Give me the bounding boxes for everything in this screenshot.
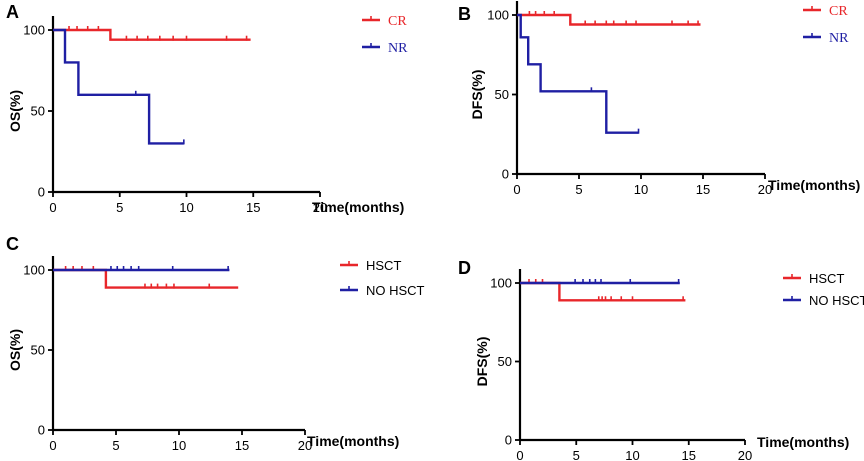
panel-b: B 0 50 100 0 5 10 15 20 DFS(%) Time(months) CR NR [458, 1, 860, 197]
y-axis-label: OS(%) [7, 329, 23, 371]
legend-label: HSCT [809, 271, 844, 286]
legend-entry: HSCT [340, 258, 401, 273]
x-tick-label: 5 [116, 200, 123, 215]
y-tick-label: 50 [498, 354, 512, 369]
legend-label: NR [388, 41, 408, 56]
legend-label: NR [829, 31, 849, 46]
survival-curve-nr [53, 28, 184, 145]
panel-label: C [6, 234, 19, 254]
x-tick-label: 5 [575, 182, 582, 197]
legend-entry: CR [362, 14, 407, 29]
x-tick-label: 0 [49, 200, 56, 215]
legend-entry: HSCT [783, 271, 844, 286]
x-tick-label: 0 [49, 438, 56, 453]
y-tick-label: 100 [487, 8, 509, 23]
y-tick-label: 100 [23, 263, 45, 278]
x-axis-label: Time(months) [307, 433, 399, 449]
panel-label: D [458, 258, 471, 278]
survival-curve-cr [53, 28, 251, 41]
y-tick-label: 0 [38, 423, 45, 438]
legend-entry: CR [803, 4, 848, 19]
legend-entry: NO HSCT [340, 283, 425, 298]
legend-label: NO HSCT [809, 293, 864, 308]
panel-label: A [6, 2, 19, 22]
y-tick-label: 0 [505, 433, 512, 448]
x-tick-label: 20 [298, 438, 312, 453]
legend-label: NO HSCT [366, 283, 425, 298]
y-tick-label: 100 [490, 276, 512, 291]
x-tick-label: 15 [696, 182, 710, 197]
x-tick-label: 10 [179, 200, 193, 215]
x-tick-label: 10 [625, 448, 639, 461]
y-tick-label: 0 [502, 167, 509, 182]
y-tick-label: 50 [31, 104, 45, 119]
y-tick-label: 0 [38, 185, 45, 200]
x-tick-label: 15 [682, 448, 696, 461]
y-axis-label: OS(%) [7, 90, 23, 132]
x-tick-label: 0 [513, 182, 520, 197]
x-tick-label: 20 [313, 200, 327, 215]
panel-d: D 0 50 100 0 5 10 15 20 DFS(%) Time(months) HSCT NO … [458, 258, 864, 461]
panel-label: B [458, 4, 471, 24]
y-axis-label: DFS(%) [474, 337, 490, 387]
x-axis-label: Time(months) [757, 434, 849, 450]
x-tick-label: 20 [758, 182, 772, 197]
x-tick-label: 5 [573, 448, 580, 461]
x-axis-label: Time(months) [312, 199, 404, 215]
x-tick-label: 15 [235, 438, 249, 453]
legend-entry: NR [362, 41, 408, 56]
y-axis-label: DFS(%) [469, 70, 485, 120]
y-tick-label: 50 [31, 343, 45, 358]
y-tick-label: 100 [23, 23, 45, 38]
x-tick-label: 0 [516, 448, 523, 461]
survival-curve-nr [517, 13, 639, 134]
legend-label: CR [829, 4, 848, 19]
x-axis-label: Time(months) [768, 177, 860, 193]
survival-curve-cr [517, 13, 701, 26]
panel-c: C 0 50 100 0 5 10 15 20 OS(%) Time(months) HSCT NO H… [6, 234, 425, 453]
panel-a: A 0 50 100 0 5 10 15 20 OS(%) Time(months) CR NR [6, 2, 408, 215]
x-tick-label: 10 [634, 182, 648, 197]
legend-label: HSCT [366, 258, 401, 273]
y-tick-label: 50 [495, 87, 509, 102]
x-tick-label: 5 [112, 438, 119, 453]
x-tick-label: 20 [738, 448, 752, 461]
x-tick-label: 10 [172, 438, 186, 453]
legend-entry: NO HSCT [783, 293, 864, 308]
legend-entry: NR [803, 31, 849, 46]
legend-label: CR [388, 14, 407, 29]
x-tick-label: 15 [246, 200, 260, 215]
